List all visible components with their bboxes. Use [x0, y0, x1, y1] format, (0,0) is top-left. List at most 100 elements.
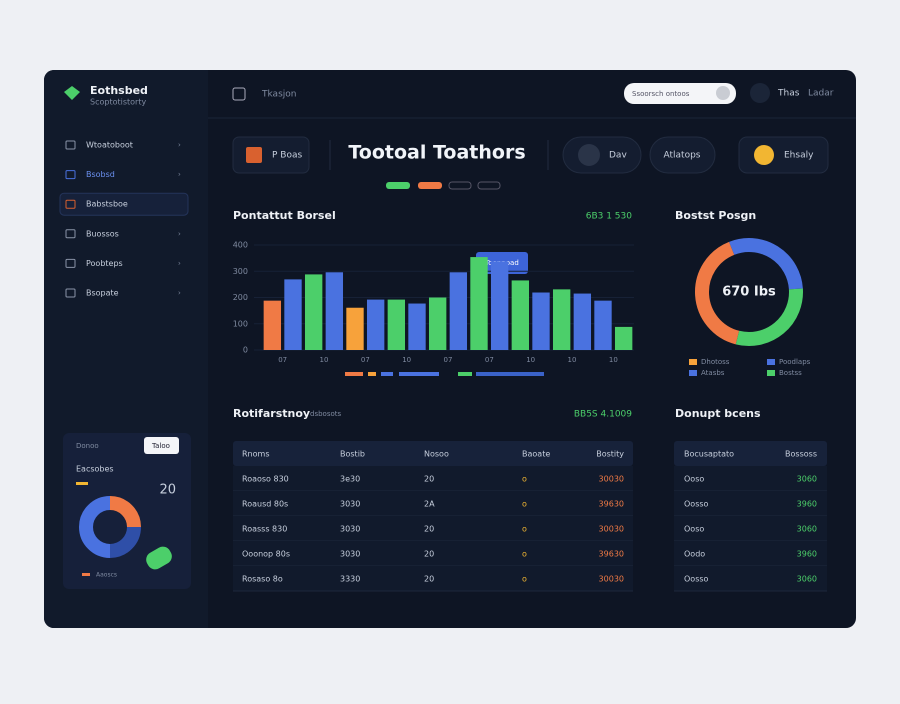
table-cell: Roausd 80s [242, 500, 288, 509]
card-tab[interactable]: Donoo [76, 442, 99, 450]
legend-swatch [689, 370, 697, 376]
nav-icon [65, 199, 76, 209]
table-row [674, 466, 827, 491]
donut-segment [109, 496, 141, 528]
nav-label[interactable]: Poobteps [86, 259, 123, 268]
bar [346, 307, 364, 350]
table-row [674, 541, 827, 566]
nav-label[interactable]: Buossos [86, 229, 119, 238]
legend-swatch [767, 359, 775, 365]
column-header: Bocusaptato [684, 450, 734, 459]
page-dot[interactable] [448, 181, 472, 190]
table-cell: Oodo [684, 550, 705, 559]
brand-name: Eothsbed [90, 84, 148, 97]
bar [614, 326, 633, 350]
bar [263, 300, 282, 350]
bar-chart-title: Pontattut Borsel [233, 209, 336, 222]
y-tick-label: 0 [243, 346, 248, 355]
column-header: Bostity [596, 450, 624, 459]
legend-swatch [476, 372, 544, 376]
donut-segment [109, 526, 141, 558]
bar [387, 299, 406, 350]
card-tab-active[interactable] [144, 437, 179, 454]
table-cell: 30030 [599, 575, 624, 584]
y-tick-label: 400 [233, 241, 248, 250]
nav-icon [65, 288, 76, 298]
bar [449, 272, 468, 350]
legend-swatch [368, 372, 376, 376]
table-cell: o [522, 575, 527, 584]
table-row [233, 541, 633, 566]
user-sub: Ladar [808, 89, 834, 99]
y-tick-label: 100 [233, 319, 248, 328]
card-legend: Aaoscs [96, 572, 117, 579]
legend-swatch [767, 370, 775, 376]
header-title: Tkasjon [261, 90, 296, 100]
nav-label[interactable]: Babstsboe [86, 200, 128, 209]
table-summary: BB5S 4.1009 [574, 410, 632, 420]
y-tick-label: 200 [233, 293, 248, 302]
nav-chevron: › [178, 289, 181, 297]
page-dot[interactable] [418, 182, 442, 189]
bar [511, 280, 530, 350]
toolbar-button[interactable] [562, 136, 642, 174]
column-header: Nosoo [424, 450, 449, 459]
legend-swatch [458, 372, 472, 376]
nav-icon [65, 258, 76, 268]
table-row [674, 516, 827, 541]
avatar[interactable] [750, 83, 770, 103]
table-cell: 39630 [599, 500, 624, 509]
button-label: Ehsaly [784, 151, 814, 161]
bar [594, 300, 612, 350]
donut-segment [695, 241, 740, 345]
nav-active [59, 192, 189, 216]
table-cell: Oosso [684, 500, 709, 509]
nav-label[interactable]: Bsopate [86, 289, 119, 298]
table-title: Rotifarstnoy [233, 407, 310, 420]
x-tick-label: 10 [609, 356, 618, 364]
side-table-title: Donupt bcens [675, 407, 761, 420]
bar [532, 292, 550, 350]
page-dot[interactable] [386, 182, 410, 189]
toolbar-button[interactable] [649, 136, 716, 174]
table-cell: 3e30 [340, 475, 360, 484]
nav-label[interactable]: Bsobsd [86, 170, 115, 179]
card-pill [146, 546, 172, 570]
legend-swatch [381, 372, 393, 376]
table-cell: 20 [424, 475, 434, 484]
search-icon[interactable] [716, 86, 730, 100]
button-label: Dav [609, 151, 627, 161]
table-cell: Rosaso 8o [242, 575, 283, 584]
x-tick-label: 07 [361, 356, 370, 364]
card-title: Eacsobes [76, 465, 114, 474]
column-header: Bostib [340, 450, 365, 459]
table-cell: Roaoso 830 [242, 475, 289, 484]
table-cell: 3960 [797, 550, 817, 559]
page-dot[interactable] [477, 181, 501, 190]
card-swatch [82, 573, 90, 576]
table-cell: o [522, 525, 527, 534]
search-box[interactable] [624, 83, 736, 104]
donut-title: Bostst Posgn [675, 209, 756, 222]
card-value: 20 [159, 483, 176, 498]
table-cell: o [522, 475, 527, 484]
bar [408, 303, 426, 350]
legend-label: Dhotoss [701, 358, 730, 366]
logo [64, 86, 80, 100]
header-icon [232, 87, 246, 101]
x-tick-label: 07 [444, 356, 453, 364]
nav-chevron: › [178, 259, 181, 267]
bar [304, 274, 323, 350]
bar [470, 257, 488, 350]
bar-chart-summary: 6B3 1 530 [586, 212, 633, 222]
column-header: Rnoms [242, 450, 269, 459]
table-cell: o [522, 500, 527, 509]
table-row [674, 566, 827, 591]
table-cell: 3030 [340, 525, 360, 534]
table-cell: 3330 [340, 575, 360, 584]
x-tick-label: 10 [526, 356, 535, 364]
bar-legend [345, 372, 544, 376]
toolbar-button[interactable] [232, 136, 310, 174]
nav-label[interactable]: Wtoatoboot [86, 141, 133, 150]
table-cell: 3060 [797, 475, 817, 484]
